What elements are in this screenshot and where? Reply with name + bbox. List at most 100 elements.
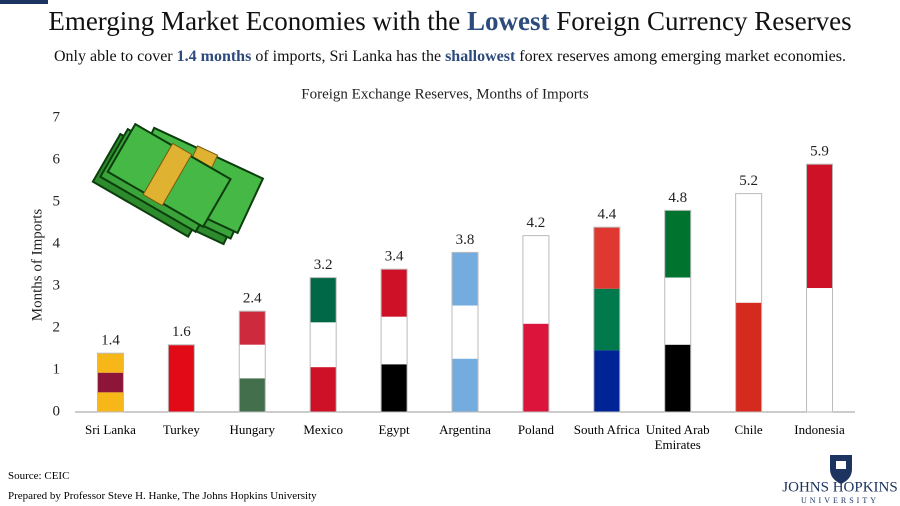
x-tick-label: Poland: [517, 422, 554, 437]
bar-outline: [522, 235, 550, 413]
x-tick-label: Turkey: [162, 422, 200, 437]
value-label: 4.2: [527, 215, 546, 231]
bar: [806, 163, 834, 413]
subtitle: Only able to cover 1.4 months of imports…: [0, 48, 900, 66]
bar-stripe: [593, 350, 620, 412]
bar-stripe: [381, 364, 408, 412]
chart-title: Foreign Exchange Reserves, Months of Imp…: [301, 86, 589, 102]
subtitle-highlight: shallowest: [445, 48, 516, 65]
bar: [380, 268, 408, 413]
x-tick-label: Chile: [734, 422, 763, 437]
bar-stripe: [239, 311, 266, 345]
bar-stripe: [452, 252, 478, 306]
bar: [309, 277, 337, 413]
logo-shield: [830, 455, 852, 484]
bar: [664, 209, 692, 413]
subtitle-part: forex reserves among emerging market eco…: [515, 48, 846, 65]
value-label: 1.6: [172, 324, 191, 340]
value-label: 5.9: [810, 144, 829, 160]
bar-outline: [238, 310, 266, 413]
title-highlight: Lowest: [467, 6, 550, 36]
bar-stripe: [593, 227, 620, 289]
bar-stripe: [522, 235, 549, 324]
value-label: 3.2: [314, 257, 333, 273]
bar-outline: [96, 352, 124, 413]
x-tick-label: United Arab Emirates: [645, 422, 710, 452]
value-label: 4.8: [668, 190, 687, 206]
corner-bar: [0, 0, 48, 4]
bar-stripe: [310, 367, 337, 412]
value-label: 3.8: [456, 232, 475, 248]
source: Source: CEIC: [8, 470, 70, 482]
bar: [238, 310, 266, 413]
value-label: 3.4: [385, 249, 404, 265]
y-tick-label: 6: [53, 151, 61, 167]
value-label: 5.2: [739, 173, 758, 189]
title-part: Emerging Market Economies with the: [48, 6, 467, 36]
bar-stripe: [664, 277, 691, 345]
x-tick-label: Egypt: [378, 422, 410, 437]
bar-stripe: [735, 193, 762, 303]
bar-stripe: [452, 358, 478, 412]
y-tick-label: 4: [53, 235, 61, 251]
bar: [735, 193, 763, 413]
bar-stripe: [593, 288, 620, 351]
subtitle-part: of imports, Sri Lanka has the: [251, 48, 446, 65]
logo-text: JOHNS HOPKINS: [782, 479, 897, 495]
bar-stripe: [97, 372, 124, 393]
logo-subtext: UNIVERSITY: [801, 496, 879, 505]
bar-stripe: [735, 302, 762, 412]
bar-outline: [167, 344, 195, 413]
bar-stripe: [168, 344, 195, 412]
title-part: Foreign Currency Reserves: [549, 6, 852, 36]
bar-stripe: [239, 344, 266, 379]
subtitle-part: Only able to cover: [54, 48, 177, 65]
title: Emerging Market Economies with the Lowes…: [0, 6, 900, 37]
bar-outline: [806, 163, 834, 413]
bar-stripe: [381, 269, 408, 317]
y-tick-label: 3: [53, 277, 61, 293]
value-label: 1.4: [101, 333, 120, 349]
bar-outline: [664, 209, 692, 413]
x-tick-label: Argentina: [439, 422, 491, 437]
bar-stripe: [239, 378, 266, 412]
bar-outline: [593, 226, 621, 413]
bar-stripe: [806, 164, 833, 289]
bar: [522, 235, 550, 413]
value-label: 4.4: [597, 207, 616, 223]
x-tick-label: Indonesia: [794, 422, 845, 437]
bar-stripe: [97, 392, 124, 412]
y-tick-label: 7: [53, 109, 61, 125]
credit: Prepared by Professor Steve H. Hanke, Th…: [8, 490, 317, 502]
money-icon: [91, 122, 265, 246]
bar-stripe: [664, 344, 691, 412]
bar-stripe: [522, 323, 549, 412]
y-tick-label: 2: [53, 319, 61, 335]
bar: [96, 352, 124, 413]
y-tick-label: 5: [53, 193, 61, 209]
bar: [451, 251, 479, 413]
bar-outline: [380, 268, 408, 413]
x-tick-label: Hungary: [229, 422, 276, 437]
bar-stripe: [452, 305, 478, 359]
value-label: 2.4: [243, 291, 262, 307]
bar-outline: [309, 277, 337, 413]
y-tick-label: 1: [53, 361, 61, 377]
bar-stripe: [381, 316, 408, 365]
bar: [167, 344, 195, 413]
bar-stripe: [310, 322, 337, 368]
bar: [593, 226, 621, 413]
bar-outline: [735, 193, 763, 413]
x-tick-label: Sri Lanka: [85, 422, 136, 437]
bar-stripe: [664, 210, 691, 278]
y-tick-label: 0: [53, 403, 61, 419]
x-tick-label: South Africa: [573, 422, 640, 437]
subtitle-highlight: 1.4 months: [176, 48, 252, 65]
bar-outline: [451, 251, 479, 413]
bar-stripe: [97, 353, 124, 373]
y-axis-label: Months of Imports: [29, 209, 45, 322]
bar-stripe: [806, 288, 833, 412]
x-tick-label: Mexico: [303, 422, 344, 437]
